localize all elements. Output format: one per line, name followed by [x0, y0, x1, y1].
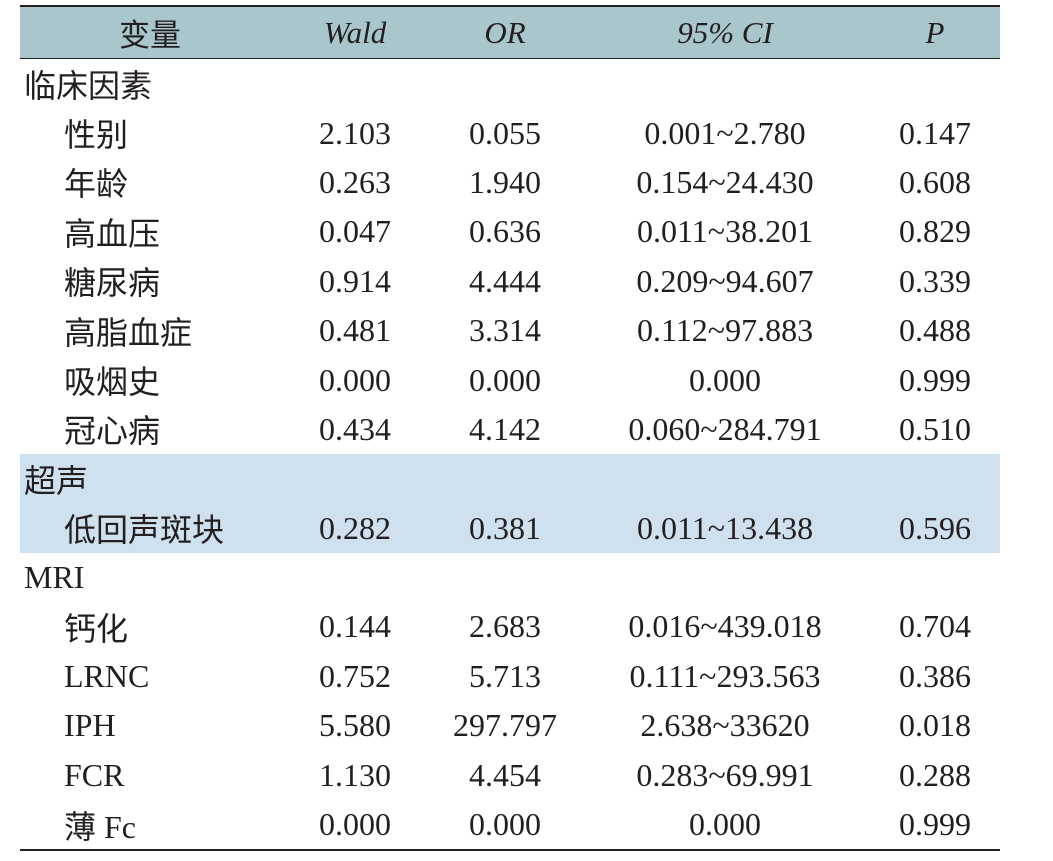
section-row: 超声	[20, 454, 1000, 504]
cell-p: 0.488	[899, 312, 971, 349]
cell-or: 0.636	[469, 213, 541, 250]
cell-wald: 2.103	[319, 114, 391, 151]
cell-ci: 0.011~13.438	[636, 509, 814, 546]
cell-variable: 高脂血症	[64, 314, 193, 351]
cell-p: 0.339	[899, 262, 971, 299]
table-row: 高血压 0.047 0.636 0.011~38.201 0.829	[20, 207, 1000, 256]
cell-or: 0.381	[469, 509, 541, 546]
cell-variable: 冠心病	[64, 413, 161, 450]
cell-p: 0.999	[899, 361, 971, 398]
cell-wald: 0.752	[319, 657, 391, 694]
cell-wald: 0.263	[319, 163, 391, 200]
table-row: 低回声斑块 0.282 0.381 0.011~13.438 0.596	[20, 503, 1000, 553]
section-title: 超声	[24, 462, 89, 499]
cell-wald: 1.130	[319, 756, 391, 793]
cell-ci: 0.000	[689, 361, 761, 398]
cell-variable: LRNC	[64, 657, 150, 694]
table-row: 冠心病 0.434 4.142 0.060~284.791 0.510	[20, 405, 1000, 454]
cell-or: 3.314	[469, 312, 541, 349]
cell-ci: 0.154~24.430	[636, 163, 814, 200]
cell-p: 0.510	[899, 410, 971, 447]
cell-wald: 0.144	[319, 608, 391, 645]
table-row: 薄 Fc 0.000 0.000 0.000 0.999	[20, 800, 1000, 849]
cell-p: 0.608	[899, 163, 971, 200]
cell-variable: 低回声斑块	[64, 512, 225, 549]
cell-ci: 0.283~69.991	[636, 756, 814, 793]
cell-variable: 钙化	[64, 610, 129, 647]
table-row: 年龄 0.263 1.940 0.154~24.430 0.608	[20, 158, 1000, 207]
cell-wald: 0.000	[319, 361, 391, 398]
section-title: MRI	[24, 559, 85, 596]
cell-variable: 年龄	[64, 166, 129, 203]
cell-p: 0.704	[899, 608, 971, 645]
section-row: 临床因素	[20, 59, 1000, 108]
cell-p: 0.829	[899, 213, 971, 250]
cell-ci: 0.112~97.883	[636, 312, 814, 349]
cell-variable: 糖尿病	[64, 265, 161, 302]
cell-wald: 5.580	[319, 707, 391, 744]
cell-p: 0.018	[899, 707, 971, 744]
cell-ci: 0.209~94.607	[636, 262, 814, 299]
header-variable: 变量	[119, 18, 181, 53]
table-header-row: 变量 Wald OR 95% CI P	[20, 7, 1000, 59]
cell-wald: 0.000	[319, 806, 391, 843]
cell-or: 297.797	[453, 707, 557, 744]
cell-or: 5.713	[469, 657, 541, 694]
cell-or: 4.444	[469, 262, 541, 299]
header-ci: 95% CI	[677, 14, 773, 50]
section-title: 临床因素	[24, 67, 153, 104]
cell-ci: 0.111~293.563	[629, 657, 821, 694]
table-row: 吸烟史 0.000 0.000 0.000 0.999	[20, 355, 1000, 404]
cell-variable: IPH	[64, 707, 116, 744]
cell-p: 0.288	[899, 756, 971, 793]
table-row: 钙化 0.144 2.683 0.016~439.018 0.704	[20, 602, 1000, 651]
cell-or: 1.940	[469, 163, 541, 200]
cell-variable: 性别	[64, 117, 129, 154]
cell-p: 0.596	[899, 509, 971, 546]
cell-variable: FCR	[64, 756, 125, 793]
header-or: OR	[484, 14, 526, 50]
table-top-rule	[20, 5, 1000, 7]
table-row: 性别 2.103 0.055 0.001~2.780 0.147	[20, 108, 1000, 157]
cell-or: 0.000	[469, 806, 541, 843]
cell-ci: 0.060~284.791	[628, 410, 822, 447]
table-row: IPH 5.580 297.797 2.638~33620 0.018	[20, 701, 1000, 750]
cell-p: 0.386	[899, 657, 971, 694]
cell-variable: 高血压	[64, 215, 161, 252]
section-row: MRI	[20, 553, 1000, 602]
cell-or: 4.454	[469, 756, 541, 793]
table-row: LRNC 0.752 5.713 0.111~293.563 0.386	[20, 652, 1000, 701]
cell-variable: 薄 Fc	[64, 808, 137, 845]
table-bottom-rule	[20, 849, 1000, 852]
table-row: FCR 1.130 4.454 0.283~69.991 0.288	[20, 750, 1000, 799]
cell-or: 4.142	[469, 410, 541, 447]
cell-wald: 0.282	[319, 509, 391, 546]
cell-or: 0.055	[469, 114, 541, 151]
cell-ci: 0.016~439.018	[628, 608, 822, 645]
cell-p: 0.147	[899, 114, 971, 151]
regression-table: 变量 Wald OR 95% CI P 临床因素性别 2.103 0.055 0.00…	[20, 5, 1000, 852]
cell-ci: 0.001~2.780	[644, 114, 806, 151]
table-row: 高脂血症 0.481 3.314 0.112~97.883 0.488	[20, 306, 1000, 355]
cell-or: 0.000	[469, 361, 541, 398]
table-row: 糖尿病 0.914 4.444 0.209~94.607 0.339	[20, 257, 1000, 306]
header-wald: Wald	[323, 14, 387, 50]
header-p: P	[925, 14, 945, 50]
cell-variable: 吸烟史	[64, 364, 161, 401]
cell-p: 0.999	[899, 806, 971, 843]
cell-ci: 0.000	[689, 806, 761, 843]
cell-ci: 2.638~33620	[640, 707, 810, 744]
table-body: 临床因素性别 2.103 0.055 0.001~2.780 0.147 年龄 0.263 1…	[20, 59, 1000, 849]
cell-or: 2.683	[469, 608, 541, 645]
cell-wald: 0.434	[319, 410, 391, 447]
cell-wald: 0.914	[319, 262, 391, 299]
cell-wald: 0.481	[319, 312, 391, 349]
cell-wald: 0.047	[319, 213, 391, 250]
cell-ci: 0.011~38.201	[636, 213, 814, 250]
